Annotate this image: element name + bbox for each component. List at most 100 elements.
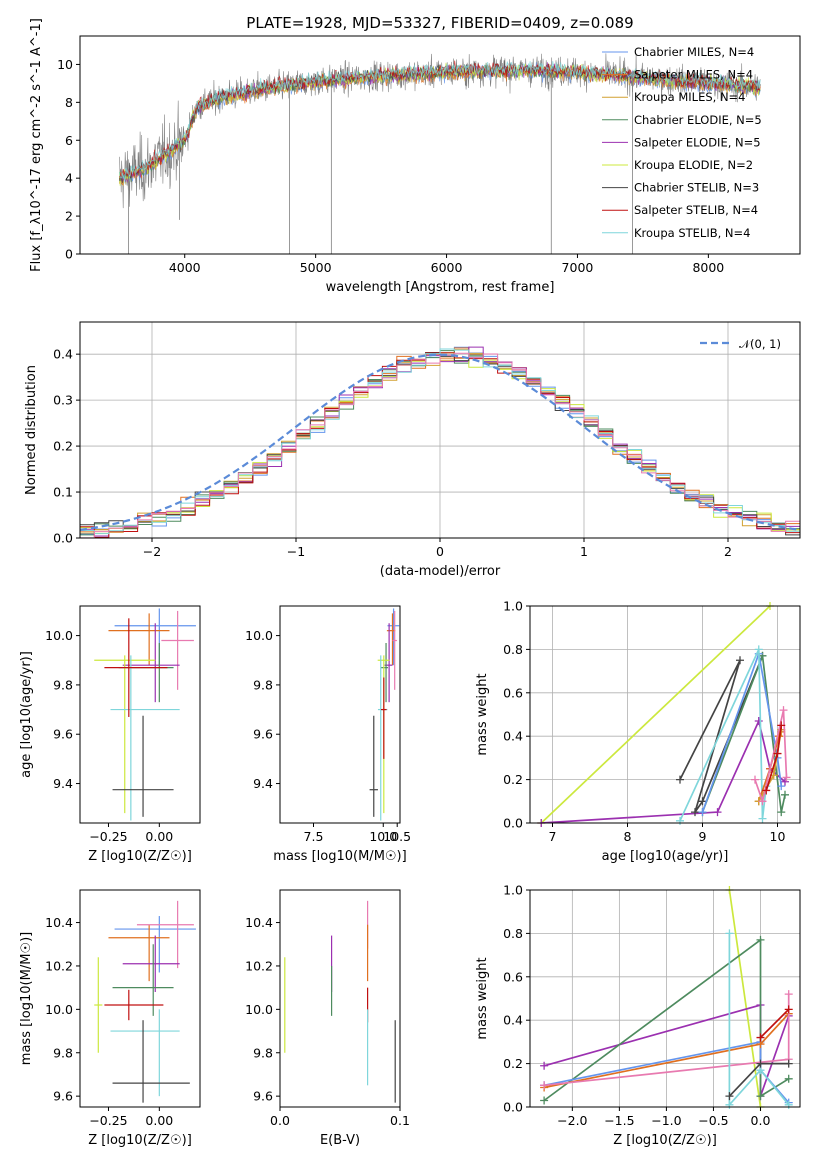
y-tick-label: 1.0 xyxy=(503,883,523,898)
y-tick-label: 9.4 xyxy=(253,776,273,791)
x-axis-label: Z [log10(Z/Z☉)] xyxy=(613,1133,717,1148)
y-tick-label: 0.4 xyxy=(53,347,73,362)
y-tick-label: 9.8 xyxy=(53,1045,73,1060)
mass-weight-marker xyxy=(756,1059,765,1068)
x-tick-label: 4000 xyxy=(169,260,201,275)
y-tick-label: 0.3 xyxy=(53,393,73,408)
y-tick-label: 0.6 xyxy=(503,685,523,700)
mass-weight-marker xyxy=(777,782,786,791)
x-tick-label: 7000 xyxy=(562,260,594,275)
y-axis-label: mass weight xyxy=(475,673,490,755)
y-tick-label: 0.2 xyxy=(503,1056,523,1071)
x-tick-label: −0.25 xyxy=(89,829,127,844)
legend-label: Chabrier STELIB, N=3 xyxy=(634,181,759,195)
y-tick-label: 6 xyxy=(65,133,73,148)
mass-weight-line xyxy=(540,606,771,823)
mass-weight-marker xyxy=(691,808,699,817)
x-tick-label: 0.1 xyxy=(390,1113,410,1128)
mass-weight-marker xyxy=(758,814,767,823)
y-tick-label: 10.4 xyxy=(45,915,73,930)
legend-label: 𝒩(0, 1) xyxy=(739,337,781,351)
mass-weight-marker xyxy=(781,790,789,799)
mass-weight-marker xyxy=(756,1092,765,1101)
mass-vs-EBV-panel: 0.0 0.1 9.6 9.8 10.0 10.2 10.4 E(B-V) xyxy=(245,889,410,1148)
y-tick-label: 0.4 xyxy=(503,729,523,744)
axes-frame xyxy=(279,889,401,1108)
legend-label: Kroupa STELIB, N=4 xyxy=(634,226,751,240)
x-tick-label: 10.0 xyxy=(369,829,397,844)
mass-vs-Z-panel: −0.25 0.00 9.6 9.8 10.0 10.2 10.4 Z [log10(Z/Z☉… xyxy=(19,889,201,1148)
y-tick-label: 9.8 xyxy=(253,677,273,692)
mass-weight-marker xyxy=(782,773,791,782)
mass-weight-marker xyxy=(725,929,734,938)
y-tick-label: 9.8 xyxy=(253,1045,273,1060)
y-tick-label: 2 xyxy=(65,209,73,224)
mass-weight-marker xyxy=(540,1061,549,1070)
mass-weight-marker xyxy=(676,775,684,784)
mass-weight-marker xyxy=(756,1033,765,1042)
residuals-panel: −2 −1 0 1 2 0.0 0.1 0.2 0.3 0.4 (data-model)/error… xyxy=(24,321,801,579)
mass-weight-marker xyxy=(777,721,786,730)
legend-label: Salpeter ELODIE, N=5 xyxy=(634,135,761,149)
axes-frame xyxy=(279,605,401,824)
axes-frame xyxy=(529,605,801,824)
axes-frame xyxy=(79,35,801,255)
x-tick-label: 9 xyxy=(699,829,707,844)
y-tick-label: 9.4 xyxy=(53,776,73,791)
y-tick-label: 0.8 xyxy=(503,926,523,941)
legend-label: Chabrier ELODIE, N=5 xyxy=(634,113,762,127)
mass-weight-line xyxy=(701,650,783,813)
mass-weight-marker xyxy=(736,656,744,665)
axes-frame xyxy=(79,605,201,824)
x-tick-label: 10 xyxy=(770,829,786,844)
x-axis-label: Z [log10(Z/Z☉)] xyxy=(88,849,192,864)
mass-weight-marker xyxy=(754,645,763,654)
x-tick-label: 1 xyxy=(580,544,588,559)
mass-weight-marker xyxy=(540,1096,549,1105)
mass-weight-line xyxy=(679,649,768,822)
x-tick-label: 0.00 xyxy=(145,829,173,844)
y-tick-label: 10.2 xyxy=(45,958,73,973)
spectrum-model-line xyxy=(118,63,761,186)
age-vs-Z-panel: −0.25 0.00 9.4 9.6 9.8 10.0 Z [log10(Z/Z☉)] age… xyxy=(19,605,201,864)
x-tick-label: −2.0 xyxy=(557,1113,587,1128)
mass-weight-vs-age-panel: 7 8 9 10 0.0 0.2 0.4 0.6 0.8 1.0 age [log10(age/yr… xyxy=(475,599,801,864)
x-tick-label: 7 xyxy=(549,829,557,844)
mass-weight-line xyxy=(701,655,786,813)
mass-weight-marker xyxy=(784,1059,793,1068)
x-axis-label: age [log10(age/yr)] xyxy=(602,849,729,864)
mass-weight-marker xyxy=(773,749,782,758)
y-tick-label: 0.1 xyxy=(53,485,73,500)
x-axis-label: mass [log10(M/M☉)] xyxy=(273,849,406,864)
y-tick-label: 9.6 xyxy=(53,1089,73,1104)
y-tick-label: 9.6 xyxy=(253,1089,273,1104)
y-tick-label: 4 xyxy=(65,171,73,186)
mass-weight-vs-Z-panel: −2.0 −1.5 −1.0 −0.5 0.0 0.0 0.2 0.4 0.6 0.8 1.0 Z [… xyxy=(475,883,801,1148)
mass-weight-marker xyxy=(540,1081,549,1090)
mass-weight-line xyxy=(759,1008,790,1039)
mass-weight-marker xyxy=(758,797,767,806)
mass-weight-marker xyxy=(784,990,793,999)
legend-label: Kroupa ELODIE, N=2 xyxy=(634,158,753,172)
x-axis-label: wavelength [Angstrom, rest frame] xyxy=(326,280,555,295)
x-tick-label: 8 xyxy=(624,829,632,844)
y-tick-label: 0.2 xyxy=(53,439,73,454)
y-tick-label: 10.0 xyxy=(45,1002,73,1017)
y-tick-label: 0.6 xyxy=(503,969,523,984)
legend-label: Salpeter STELIB, N=4 xyxy=(634,203,758,217)
legend-label: Chabrier MILES, N=4 xyxy=(634,45,754,59)
spectrum-title: PLATE=1928, MJD=53327, FIBERID=0409, z=0… xyxy=(246,14,633,32)
x-tick-label: −1.0 xyxy=(651,1113,681,1128)
x-tick-label: 5000 xyxy=(300,260,332,275)
x-tick-label: 7.5 xyxy=(304,829,324,844)
mass-weight-marker xyxy=(784,1074,793,1083)
x-axis-label: (data-model)/error xyxy=(380,564,501,579)
x-axis-label: Z [log10(Z/Z☉)] xyxy=(88,1133,192,1148)
mass-weight-line xyxy=(728,890,762,1107)
x-tick-label: 0.00 xyxy=(145,1113,173,1128)
x-tick-label: 10.5 xyxy=(383,829,411,844)
x-tick-label: −1 xyxy=(287,544,305,559)
mass-weight-marker xyxy=(713,808,722,817)
